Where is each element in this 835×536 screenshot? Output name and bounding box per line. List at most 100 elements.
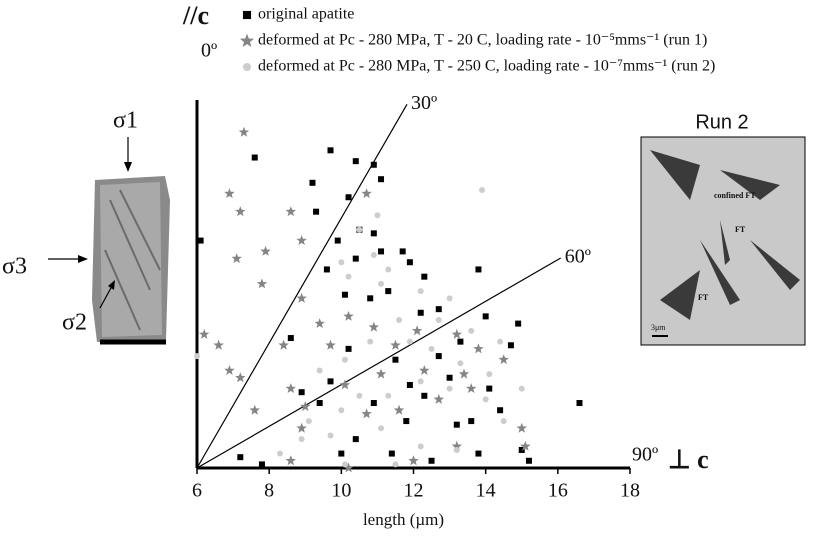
point [417,288,424,295]
point [435,316,442,323]
point [235,206,246,217]
point [446,374,453,381]
point [428,457,435,464]
point [468,327,475,334]
point [486,385,493,392]
point [417,378,424,385]
point [287,335,294,342]
x-tick-label: 8 [264,480,274,502]
point [338,259,345,266]
legend-marker [242,10,252,20]
point [378,280,385,287]
point [345,273,352,280]
point [338,407,345,414]
point [343,462,354,473]
point [334,237,341,244]
point [406,338,413,345]
point [300,401,311,412]
point [451,328,462,339]
point [352,255,359,262]
point [406,259,413,266]
point [339,379,351,390]
point [367,338,374,345]
point [433,393,444,404]
point [457,338,464,345]
legend-label: deformed at Pc - 280 MPa, T - 20 C, load… [258,32,707,49]
point [309,179,316,186]
point [338,450,345,457]
point [417,443,424,450]
point [345,194,352,201]
point [453,421,460,428]
point [421,273,428,280]
point [361,188,372,199]
point [403,418,410,425]
point [468,418,475,425]
point [285,455,296,466]
point [224,365,235,375]
legend-marker [242,62,252,72]
point [368,321,379,332]
point [498,354,509,365]
point [507,342,514,349]
point [518,446,525,453]
point [453,446,460,453]
sigma-label: σ2 [62,310,87,336]
sample-photo: σ1 σ3 σ2 [2,108,170,345]
point [356,392,363,399]
sigma-label: σ3 [2,254,27,280]
point [296,292,307,303]
point [497,407,504,414]
point [435,353,442,360]
point [428,345,435,352]
scale-label: 3μm [651,323,666,332]
angle-label: 60º [565,246,591,268]
point [411,325,423,336]
point [370,161,377,168]
point [251,154,258,161]
point [260,245,271,256]
point [392,356,399,363]
legend-marker [239,33,255,47]
point [278,339,289,350]
point [314,318,325,328]
point [374,212,381,219]
point [473,343,484,354]
point [475,266,482,273]
legend-label: original apatite [258,6,354,23]
point [396,316,403,323]
point [327,147,334,154]
angle-line [196,257,562,469]
point [341,291,348,298]
point [249,404,260,415]
point [370,230,377,237]
legend-label: deformed at Pc - 280 MPa, T - 250 C, loa… [258,58,715,75]
point [370,252,377,259]
point [276,450,283,457]
point [237,454,244,461]
point [385,266,392,273]
x-axis-label: length (µm) [363,510,444,529]
point [361,408,372,419]
point [323,266,330,273]
point [296,235,307,245]
point [199,328,210,339]
point [298,389,305,396]
point [213,339,224,350]
point [406,381,413,388]
point [345,345,352,352]
point [352,158,359,165]
angle-label: 0º [201,40,217,62]
point [576,400,583,407]
point [446,295,453,302]
point [392,461,399,468]
point [343,310,354,321]
point [238,126,250,137]
point [235,372,246,383]
point [305,418,312,425]
x-end-label: ⊥ c [668,445,709,474]
point [482,313,489,320]
point [475,450,482,457]
point [393,404,405,415]
x-tick-label: 10 [331,480,351,502]
